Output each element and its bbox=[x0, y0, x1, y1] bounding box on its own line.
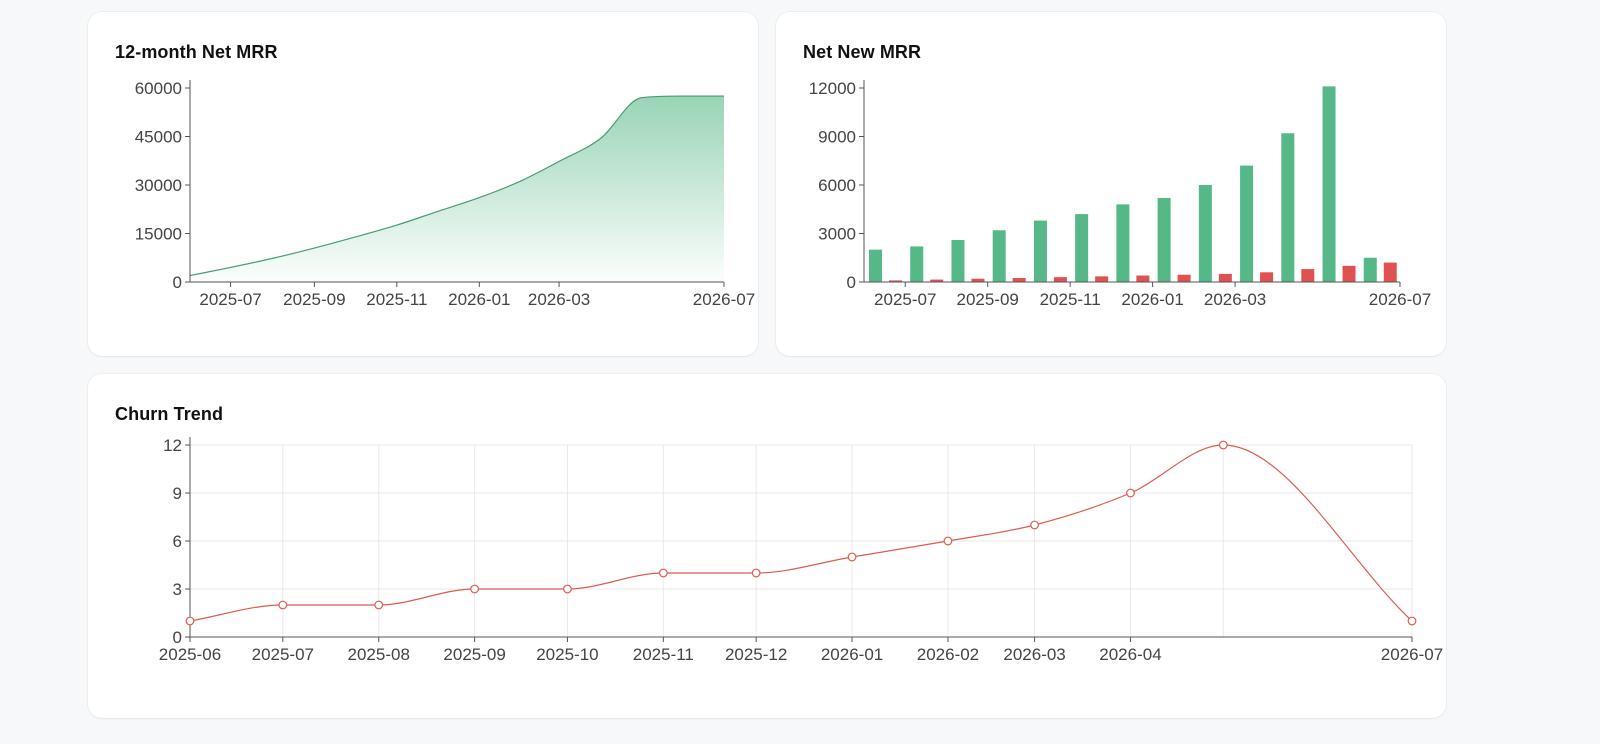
bar-churned-mrr bbox=[1301, 269, 1315, 282]
bar-new-mrr bbox=[1363, 257, 1377, 282]
bar-new-mrr bbox=[1075, 214, 1089, 282]
bar-new-mrr bbox=[1198, 185, 1212, 282]
bar-churned-mrr bbox=[1136, 275, 1150, 282]
x-tick-label: 2026-03 bbox=[1003, 645, 1065, 664]
bar-churned-mrr bbox=[1342, 265, 1356, 282]
x-tick-label: 2026-07 bbox=[1381, 645, 1443, 664]
churn-trend-card: Churn Trend 0 3 6 9 12 2025-06 2025-07 2025-08 2… bbox=[88, 374, 1446, 718]
bar-new-mrr bbox=[992, 230, 1006, 282]
bar-new-mrr bbox=[951, 239, 965, 282]
x-tick-label: 2026-02 bbox=[917, 645, 979, 664]
x-tick-label: 2026-01 bbox=[821, 645, 883, 664]
bar-new-mrr bbox=[1281, 133, 1295, 282]
x-tick-label: 2025-09 bbox=[956, 290, 1018, 309]
bar-churned-mrr bbox=[1218, 273, 1232, 282]
x-tick-label: 2025-07 bbox=[252, 645, 314, 664]
churn-trend-chart: 0 3 6 9 12 2025-06 2025-07 2025-08 2025-09 2025-1… bbox=[159, 436, 1443, 664]
y-tick-label: 12000 bbox=[809, 79, 856, 98]
bar-churned-mrr bbox=[1053, 277, 1067, 282]
net-new-mrr-chart-title: Net New MRR bbox=[803, 42, 922, 62]
bar-new-mrr bbox=[1157, 197, 1171, 282]
churn-point bbox=[278, 600, 288, 610]
x-tick-label: 2025-08 bbox=[348, 645, 410, 664]
bar-new-mrr bbox=[1240, 165, 1254, 282]
churn-point bbox=[1407, 616, 1417, 626]
bar-churned-mrr bbox=[1383, 262, 1397, 282]
x-tick-label: 2025-11 bbox=[366, 290, 427, 309]
y-tick-label: 6000 bbox=[818, 176, 856, 195]
mrr-area-fill bbox=[190, 96, 724, 282]
churn-point bbox=[1126, 488, 1135, 498]
x-tick-label: 2026-03 bbox=[1204, 290, 1266, 309]
y-tick-label: 9000 bbox=[818, 128, 856, 147]
x-tick-label: 2025-11 bbox=[1040, 290, 1101, 309]
churn-trend-chart-title: Churn Trend bbox=[115, 404, 224, 424]
x-tick-label: 2025-09 bbox=[443, 645, 505, 664]
churn-point bbox=[470, 584, 480, 594]
churn-point bbox=[847, 552, 857, 562]
churn-point bbox=[658, 568, 668, 578]
bar-churned-mrr bbox=[1095, 276, 1109, 282]
bar-churned-mrr bbox=[1260, 272, 1274, 282]
y-tick-label: 12 bbox=[163, 436, 182, 455]
x-tick-label: 2026-07 bbox=[693, 290, 755, 309]
y-tick-label: 0 bbox=[173, 273, 182, 292]
bar-new-mrr bbox=[1322, 86, 1336, 282]
y-tick-label: 9 bbox=[173, 484, 182, 503]
y-tick-label: 30000 bbox=[135, 176, 182, 195]
x-tick-label: 2025-11 bbox=[633, 645, 694, 664]
y-tick-label: 6 bbox=[173, 532, 182, 551]
y-tick-label: 45000 bbox=[135, 128, 182, 147]
y-tick-label: 15000 bbox=[135, 225, 182, 244]
x-tick-label: 2025-06 bbox=[159, 645, 221, 664]
net-mrr-card: 12-month Net MRR 0 15000 30000 45000 60000 20… bbox=[88, 12, 758, 356]
bar-churned-mrr bbox=[930, 279, 944, 282]
x-tick-label: 2025-12 bbox=[725, 645, 787, 664]
churn-point bbox=[374, 600, 384, 610]
net-mrr-chart: 0 15000 30000 45000 60000 2025-07 2025-09 2025-… bbox=[135, 79, 755, 309]
y-tick-label: 60000 bbox=[135, 79, 182, 98]
x-tick-label: 2025-10 bbox=[536, 645, 598, 664]
bar-churned-mrr bbox=[1177, 274, 1191, 282]
bar-churned-mrr bbox=[1012, 277, 1026, 282]
net-mrr-chart-title: 12-month Net MRR bbox=[115, 42, 278, 62]
y-tick-label: 0 bbox=[173, 628, 182, 647]
churn-point bbox=[563, 584, 572, 594]
net-new-mrr-chart: 0 3000 6000 9000 12000 2025-07 2025-09 2025-11 2… bbox=[809, 79, 1431, 309]
y-tick-label: 0 bbox=[847, 273, 856, 292]
x-tick-label: 2025-09 bbox=[283, 290, 345, 309]
bar-new-mrr bbox=[1033, 220, 1047, 282]
churn-point bbox=[943, 536, 953, 546]
x-tick-label: 2025-07 bbox=[199, 290, 261, 309]
x-tick-label: 2025-07 bbox=[874, 290, 936, 309]
churn-line bbox=[189, 444, 1413, 622]
net-new-mrr-card: Net New MRR 0 3000 6000 9000 12000 2025-07 202… bbox=[776, 12, 1446, 356]
bar-churned-mrr bbox=[971, 278, 985, 282]
mrr-area-line bbox=[189, 95, 724, 277]
x-tick-label: 2026-01 bbox=[448, 290, 510, 309]
x-tick-label: 2026-03 bbox=[528, 290, 590, 309]
churn-point bbox=[1030, 520, 1039, 530]
bar-new-mrr bbox=[1116, 204, 1130, 282]
y-tick-label: 3 bbox=[173, 580, 182, 599]
churn-point bbox=[185, 616, 195, 626]
x-tick-label: 2026-01 bbox=[1121, 290, 1183, 309]
bar-churned-mrr bbox=[889, 280, 902, 282]
x-tick-label: 2026-07 bbox=[1369, 290, 1431, 309]
bar-new-mrr bbox=[910, 246, 924, 282]
y-tick-label: 3000 bbox=[818, 225, 856, 244]
churn-point bbox=[1218, 440, 1228, 450]
x-tick-label: 2026-04 bbox=[1099, 645, 1161, 664]
bar-new-mrr bbox=[869, 249, 882, 282]
churn-point bbox=[751, 568, 761, 578]
